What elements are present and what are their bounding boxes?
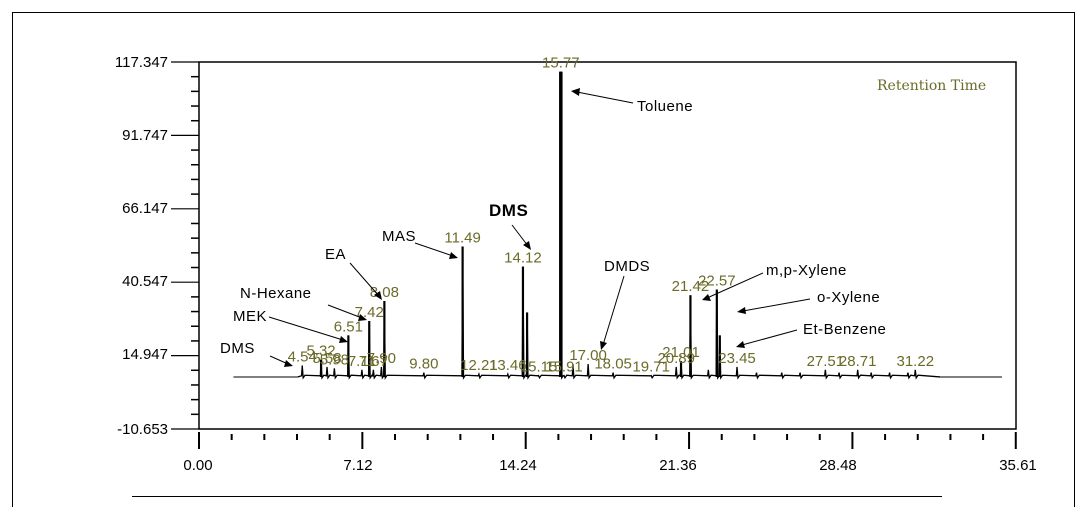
retention-time-label: 11.49 xyxy=(444,229,480,246)
retention-time-label: 7.67 xyxy=(359,353,388,370)
arrowhead xyxy=(600,341,607,350)
arrowhead xyxy=(358,314,367,321)
legend-retention-time: Retention Time xyxy=(877,78,986,94)
retention-time-label: 21.42 xyxy=(672,278,710,295)
annotation-arrow xyxy=(576,91,634,104)
y-tick-label: -10.653 xyxy=(117,421,168,438)
retention-time-label: 14.12 xyxy=(504,250,542,267)
annotation-arrow xyxy=(349,262,380,297)
annotation-arrow xyxy=(269,355,289,365)
arrowhead xyxy=(339,336,348,343)
retention-time-label: 15.77 xyxy=(542,55,580,72)
x-tick-label: 0.00 xyxy=(183,457,212,474)
annotation-dms-bold: DMS xyxy=(489,201,528,220)
annotation-n-hexane: N-Hexane xyxy=(240,285,312,302)
annotation-dmds: DMDS xyxy=(604,258,650,275)
retention-time-label: 5.58 xyxy=(312,350,341,367)
annotation-arrow xyxy=(742,298,811,312)
retention-time-label: 27.51 xyxy=(807,353,845,370)
retention-time-label: 6.51 xyxy=(334,318,363,335)
x-tick-label: 35.61 xyxy=(999,457,1037,474)
retention-time-label: 18.05 xyxy=(594,356,632,373)
retention-time-label: 13.46 xyxy=(489,357,527,374)
retention-time-label: 31.22 xyxy=(897,353,935,370)
annotation-arrow xyxy=(414,242,454,257)
y-tick-label: 14.947 xyxy=(122,346,168,363)
annotation-arrow xyxy=(511,224,529,247)
annotation-et-benzene: Et-Benzene xyxy=(803,321,886,338)
arrowhead xyxy=(737,307,746,314)
y-tick-label: 40.547 xyxy=(122,273,168,290)
arrowhead xyxy=(571,88,580,96)
retention-time-label: 28.71 xyxy=(839,353,877,370)
y-tick-label: 91.747 xyxy=(122,127,168,144)
retention-time-label: 19.71 xyxy=(632,359,670,376)
retention-time-label: 17.00 xyxy=(569,347,607,364)
arrowhead xyxy=(449,252,458,259)
arrowhead xyxy=(702,294,711,301)
x-tick-label: 7.12 xyxy=(343,457,372,474)
retention-time-label: 22.57 xyxy=(698,273,736,290)
retention-time-label: 7.90 xyxy=(367,350,396,367)
retention-time-label: 5.32 xyxy=(306,343,335,360)
frame-top-border xyxy=(12,12,1075,13)
retention-time-label: 4.54 xyxy=(288,348,317,365)
retention-time-label: 7.11 xyxy=(348,353,376,370)
annotation-arrow xyxy=(268,316,344,341)
retention-time-label: 15.91 xyxy=(545,359,583,376)
retention-time-label: 12.21 xyxy=(460,357,498,374)
x-tick-label: 21.36 xyxy=(659,457,697,474)
frame-left-border xyxy=(12,12,13,507)
annotation-arrow xyxy=(706,272,764,299)
annotation-mas: MAS xyxy=(382,228,416,245)
annotation-arrow xyxy=(602,275,625,346)
y-tick-label: 117.347 xyxy=(115,54,168,71)
annotation-arrow xyxy=(327,304,363,319)
frame-right-border xyxy=(1074,12,1075,507)
retention-time-label: 21.01 xyxy=(662,344,700,361)
annotation-dms: DMS xyxy=(220,340,255,357)
retention-time-label: 5.98 xyxy=(320,351,349,368)
frame-bottom-rule xyxy=(132,496,942,497)
arrowhead xyxy=(736,341,745,348)
x-tick-label: 28.48 xyxy=(819,457,857,474)
annotation-mp-xylene: m,p-Xylene xyxy=(766,262,847,279)
annotation-toluene: Toluene xyxy=(637,98,693,115)
annotation-mek: MEK xyxy=(233,308,267,325)
retention-time-label: 15.15 xyxy=(520,359,558,376)
annotation-arrow xyxy=(741,329,798,346)
retention-time-label: 8.08 xyxy=(370,284,399,301)
retention-time-label: 9.80 xyxy=(409,356,438,373)
plot-area xyxy=(198,61,1017,430)
x-tick-label: 14.24 xyxy=(499,457,537,474)
arrowhead xyxy=(523,241,531,250)
arrowhead xyxy=(284,360,293,367)
retention-time-label: 20.89 xyxy=(657,350,695,367)
retention-time-label: 23.45 xyxy=(718,350,756,367)
y-tick-label: 66.147 xyxy=(122,200,168,217)
arrowhead xyxy=(374,291,382,300)
annotation-ea: EA xyxy=(325,246,346,263)
annotation-o-xylene: o-Xylene xyxy=(817,289,880,306)
